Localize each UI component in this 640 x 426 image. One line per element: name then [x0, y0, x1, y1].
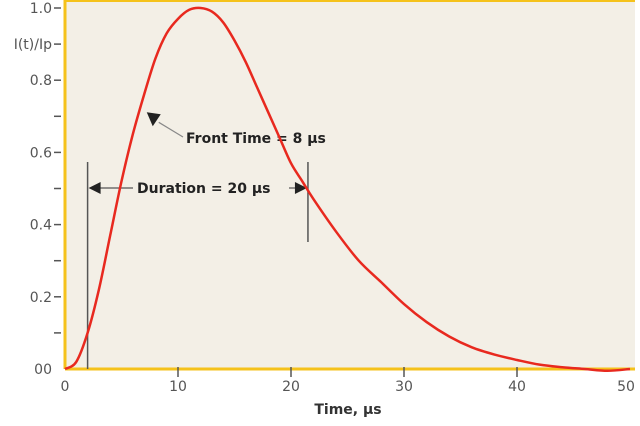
- front-time-label: Front Time = 8 µs: [186, 131, 326, 147]
- x-tick-label: 10: [169, 379, 187, 395]
- y-tick-label: 1.0: [30, 1, 52, 17]
- front-time-leader: [158, 121, 184, 138]
- duration-arrowhead-left: [88, 182, 101, 194]
- plot-frame: [63, 0, 635, 371]
- y-tick-label: I(t)/Ip: [14, 37, 52, 53]
- x-tick-label: 0: [61, 379, 70, 395]
- x-axis-label: Time, µs: [314, 402, 381, 418]
- x-tick-label: 50: [617, 379, 635, 395]
- x-tick-label: 20: [282, 379, 300, 395]
- y-tick-label: 0.2: [30, 290, 52, 306]
- x-tick-label: 30: [395, 379, 413, 395]
- duration-arrowhead-right: [294, 182, 307, 194]
- x-axis: 0 10 20 30 40 50: [61, 367, 635, 395]
- y-tick-label: 00: [34, 362, 52, 378]
- y-axis: 1.0 I(t)/Ip 0.8 0.6 0.4 0.2 00: [14, 1, 61, 378]
- series-line: [64, 6, 631, 373]
- y-tick-label: 0.8: [30, 73, 52, 89]
- y-tick-label: 0.6: [30, 145, 52, 161]
- plot-background: [65, 0, 635, 369]
- front-time-arrowhead: [146, 112, 161, 127]
- x-tick-label: 40: [508, 379, 526, 395]
- duration-label: Duration = 20 µs: [137, 181, 271, 197]
- y-tick-label: 0.4: [30, 218, 52, 234]
